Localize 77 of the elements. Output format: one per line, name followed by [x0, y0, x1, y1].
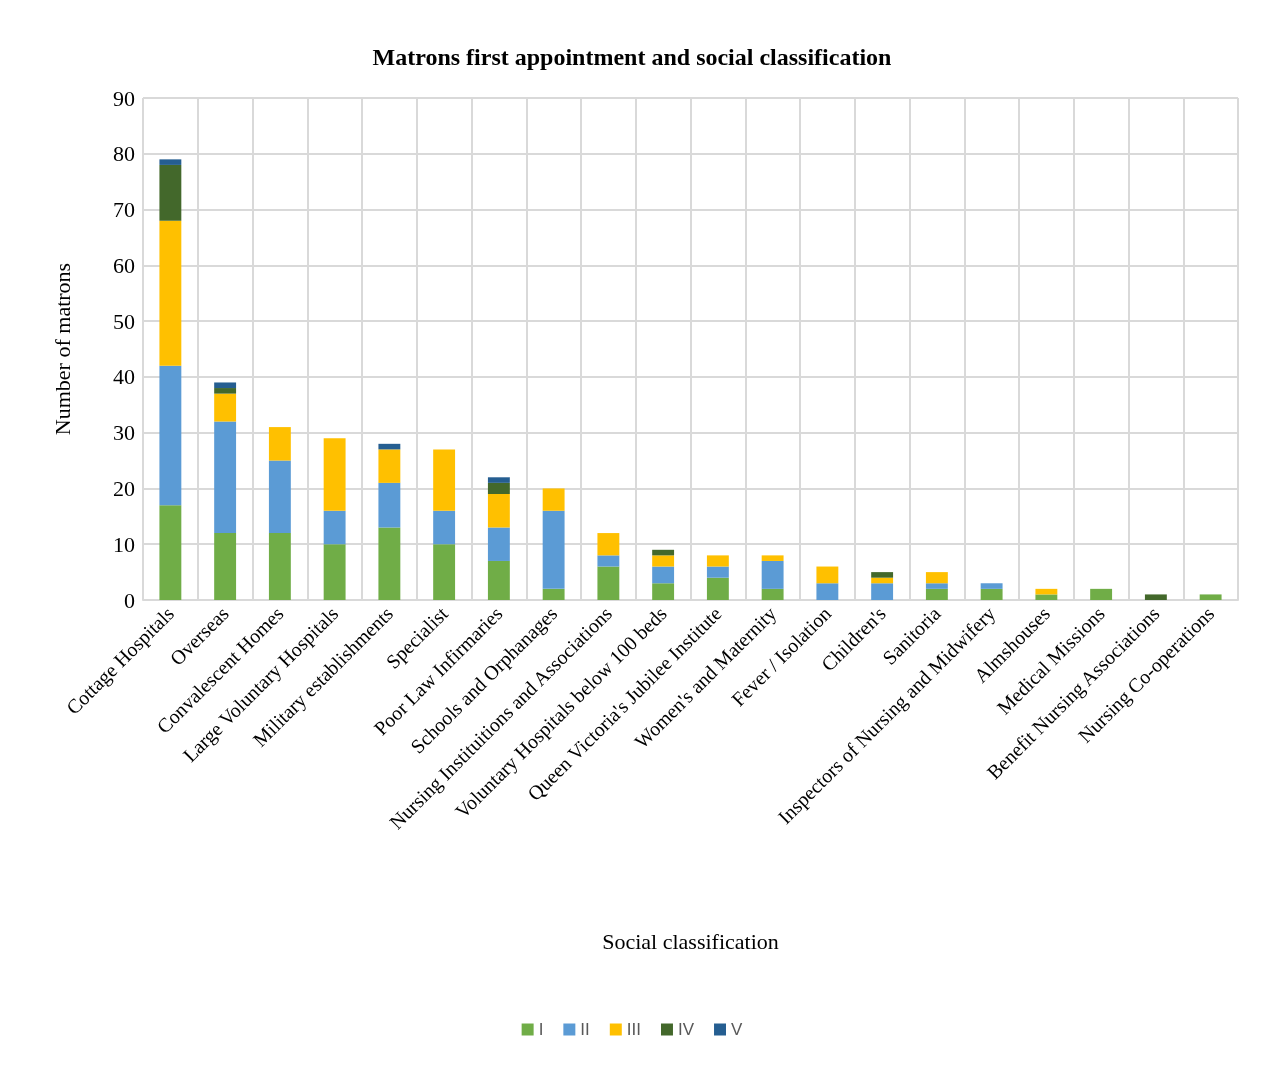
bar: [378, 482, 401, 528]
y-tick-label: 70: [113, 197, 135, 223]
bar: [871, 577, 894, 584]
y-tick-label: 90: [113, 85, 135, 111]
bar: [597, 533, 620, 556]
y-tick-label: 20: [113, 475, 135, 501]
bar: [925, 572, 948, 584]
bar: [214, 393, 237, 422]
bar: [1090, 588, 1113, 600]
bar: [159, 365, 182, 506]
y-tick-label: 60: [113, 252, 135, 278]
bar: [214, 382, 237, 389]
bar: [1199, 594, 1222, 600]
bar: [597, 566, 620, 600]
bar: [652, 566, 675, 584]
bar: [706, 566, 729, 578]
y-axis-title: Number of matrons: [49, 262, 75, 436]
bar: [487, 494, 510, 528]
bar: [542, 510, 565, 589]
bar: [323, 544, 346, 600]
y-tick-label: 40: [113, 364, 135, 390]
bar: [159, 164, 182, 221]
y-tick-label: 10: [113, 531, 135, 557]
bar: [761, 560, 784, 589]
bar: [652, 555, 675, 567]
bar: [323, 510, 346, 545]
bar: [268, 427, 291, 461]
bar: [378, 443, 401, 450]
y-tick-label: 80: [113, 141, 135, 167]
y-tick-label: 0: [124, 587, 135, 613]
bar: [761, 555, 784, 561]
bar: [652, 549, 675, 556]
bar: [159, 220, 182, 366]
legend-label: I: [538, 1020, 544, 1039]
bar: [706, 555, 729, 567]
bar: [487, 482, 510, 495]
bar: [980, 583, 1003, 589]
bar: [761, 588, 784, 600]
bar: [487, 477, 510, 483]
bar: [706, 577, 729, 600]
x-axis-title: Social classification: [602, 928, 779, 954]
y-tick-label: 50: [113, 308, 135, 334]
bar: [487, 527, 510, 561]
bar: [378, 527, 401, 600]
bar: [1035, 594, 1058, 600]
legend-label: IV: [677, 1020, 695, 1039]
bar: [597, 555, 620, 567]
bar: [816, 583, 839, 600]
bar: [542, 588, 565, 600]
bar: [816, 566, 839, 584]
bar: [1035, 588, 1058, 595]
bar: [268, 533, 291, 600]
bar: [214, 421, 237, 534]
bar: [433, 544, 456, 600]
bar: [925, 588, 948, 600]
legend-label: V: [731, 1020, 744, 1039]
bar: [1144, 594, 1167, 600]
y-tick-label: 30: [113, 420, 135, 446]
bar: [214, 388, 237, 394]
bar: [268, 460, 291, 534]
bar: [652, 583, 675, 600]
bar: [433, 510, 456, 545]
bar: [323, 438, 346, 511]
bar: [542, 488, 565, 511]
legend-label: II: [580, 1020, 590, 1039]
chart-title: Matrons first appointment and social classification: [372, 44, 892, 70]
bar: [159, 159, 182, 165]
bar: [871, 572, 894, 578]
bar: [433, 449, 456, 511]
legend-label: III: [626, 1020, 641, 1039]
bar: [487, 560, 510, 600]
bar: [871, 583, 894, 600]
bar: [159, 505, 182, 600]
bar: [214, 533, 237, 600]
bar: [980, 588, 1003, 600]
bar: [378, 449, 401, 483]
bar: [925, 583, 948, 589]
